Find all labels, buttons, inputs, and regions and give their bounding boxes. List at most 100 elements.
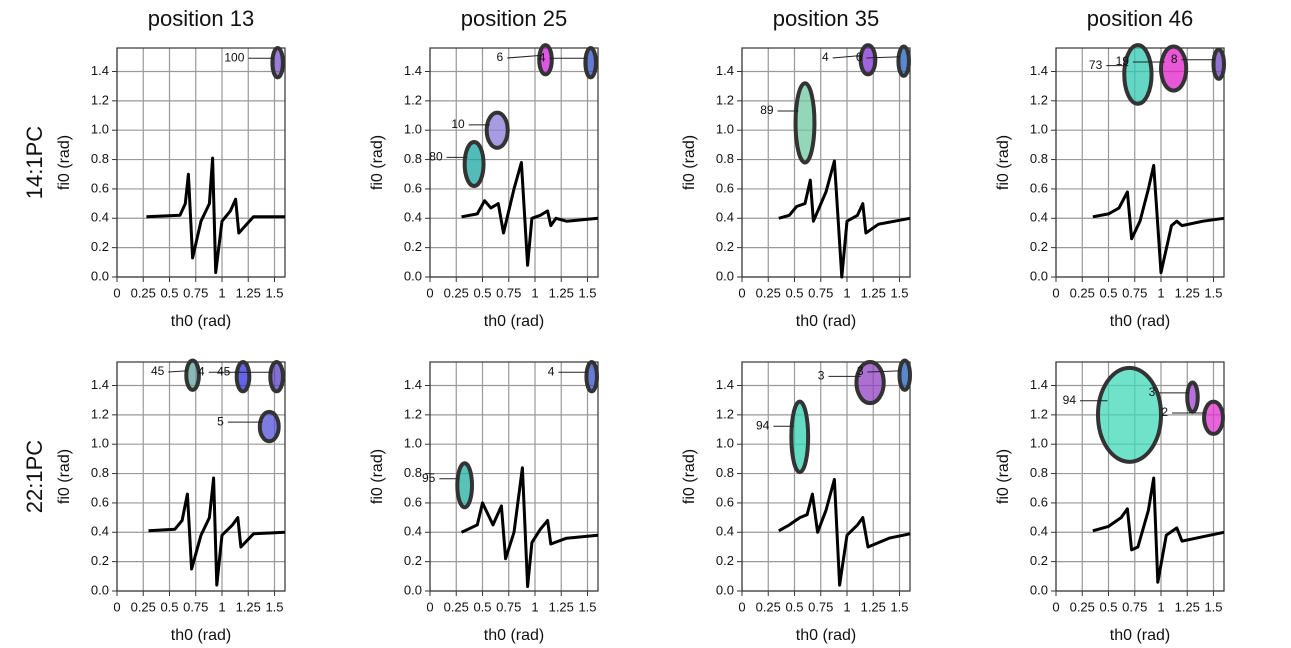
row-label: 14:1PC — [22, 126, 47, 199]
x-tick-label: 1.25 — [1175, 599, 1200, 614]
plot-frame — [116, 361, 286, 592]
cluster-label: 45 — [151, 364, 165, 378]
x-tick-label: 0.25 — [444, 599, 469, 614]
cluster-label: 94 — [1063, 393, 1077, 407]
cluster-label: 95 — [422, 471, 436, 485]
y-axis-label: fi0 (rad) — [995, 135, 1012, 190]
x-tick-label: 1.5 — [890, 285, 908, 300]
y-tick-label: 1.4 — [716, 377, 734, 392]
cluster — [270, 46, 285, 80]
y-tick-label: 1.4 — [91, 377, 109, 392]
x-tick-label: 1.25 — [236, 599, 261, 614]
x-tick-label: 1 — [218, 285, 225, 300]
x-tick-label: 0.25 — [131, 285, 156, 300]
column-title: position 25 — [461, 6, 567, 31]
y-tick-label: 1.2 — [716, 92, 734, 107]
y-tick-label: 1.4 — [716, 63, 734, 78]
cluster — [793, 81, 817, 165]
cluster-label: 4 — [198, 364, 205, 378]
y-tick-label: 1.4 — [1030, 377, 1048, 392]
x-axis-label: th0 (rad) — [1110, 313, 1170, 330]
y-tick-label: 0.2 — [91, 239, 109, 254]
x-tick-label: 0.5 — [473, 599, 491, 614]
x-tick-label: 1 — [1157, 599, 1164, 614]
row-label: 22:1PC — [22, 440, 47, 513]
y-axis-label: fi0 (rad) — [56, 135, 73, 190]
y-tick-label: 0.2 — [716, 239, 734, 254]
x-tick-label: 1.5 — [1204, 599, 1222, 614]
curve — [148, 476, 286, 587]
y-tick-label: 1.0 — [716, 122, 734, 137]
cluster-label: 2 — [1161, 405, 1168, 419]
curve — [1092, 476, 1225, 584]
x-tick-label: 0 — [738, 285, 745, 300]
x-tick-label: 1.5 — [890, 599, 908, 614]
cluster — [1211, 47, 1226, 81]
curve — [778, 477, 911, 587]
x-tick-label: 0.25 — [1070, 285, 1095, 300]
y-tick-label: 0.0 — [716, 582, 734, 597]
y-tick-label: 0.0 — [404, 582, 422, 597]
cluster-label: 19 — [1116, 54, 1130, 68]
x-tick-label: 1 — [531, 285, 538, 300]
cluster — [1159, 44, 1189, 93]
x-tick-label: 0.25 — [131, 599, 156, 614]
x-tick-label: 1.25 — [1175, 285, 1200, 300]
panel: 0 0.25 0.5 0.75 1 1.25 1.50.00.20.40.60.81.01.… — [56, 358, 286, 644]
x-axis-label: th0 (rad) — [484, 313, 544, 330]
y-axis-label: fi0 (rad) — [369, 449, 386, 504]
x-tick-label: 0 — [1052, 599, 1059, 614]
cluster-label: 4 — [548, 364, 555, 378]
y-tick-label: 0.4 — [91, 524, 109, 539]
curve — [778, 159, 911, 279]
x-tick-label: 0.75 — [808, 599, 833, 614]
cluster — [484, 110, 510, 150]
x-tick-label: 1.5 — [578, 599, 596, 614]
plot-area — [742, 48, 910, 277]
panel: 0 0.25 0.5 0.75 1 1.25 1.50.00.20.40.60.81.01.… — [681, 43, 911, 330]
plot-frame — [429, 47, 599, 278]
y-tick-label: 1.4 — [1030, 63, 1048, 78]
y-axis-label: fi0 (rad) — [681, 135, 698, 190]
y-tick-label: 1.0 — [91, 436, 109, 451]
x-tick-label: 0.5 — [1099, 285, 1117, 300]
plot-frame — [741, 47, 911, 278]
cluster-label: 4 — [822, 50, 829, 64]
cluster-label: 80 — [429, 150, 443, 164]
y-tick-label: 0.8 — [1030, 151, 1048, 166]
y-tick-label: 0.4 — [1030, 524, 1048, 539]
curve — [1092, 163, 1225, 275]
cluster — [184, 358, 201, 392]
cluster — [462, 139, 486, 188]
curve — [460, 466, 599, 589]
cluster-label: 5 — [217, 414, 224, 428]
cluster — [858, 43, 878, 77]
x-tick-label: 0.75 — [496, 285, 521, 300]
x-tick-label: 1 — [843, 599, 850, 614]
y-tick-label: 0.2 — [91, 553, 109, 568]
y-tick-label: 1.2 — [91, 92, 109, 107]
cluster — [789, 399, 811, 475]
cluster-label: 45 — [217, 364, 231, 378]
leader-line — [168, 370, 189, 373]
cluster — [537, 43, 554, 77]
x-tick-label: 1 — [1157, 285, 1164, 300]
y-tick-label: 0.6 — [91, 180, 109, 195]
y-tick-label: 1.4 — [404, 63, 422, 78]
cluster-label: 89 — [760, 103, 774, 117]
y-tick-label: 1.0 — [1030, 122, 1048, 137]
column-title: position 13 — [148, 6, 254, 31]
leader-line — [866, 56, 901, 59]
x-tick-label: 0.75 — [808, 285, 833, 300]
y-tick-label: 0.6 — [716, 180, 734, 195]
cluster-label: 100 — [224, 50, 244, 64]
cluster — [257, 409, 281, 444]
cluster-label: 73 — [1089, 58, 1103, 72]
y-tick-label: 1.4 — [404, 377, 422, 392]
x-axis-label: th0 (rad) — [171, 627, 231, 644]
cluster — [854, 360, 886, 406]
x-tick-label: 0.75 — [1122, 285, 1147, 300]
x-tick-label: 0.5 — [1099, 599, 1117, 614]
cluster-label: 3 — [1149, 385, 1156, 399]
